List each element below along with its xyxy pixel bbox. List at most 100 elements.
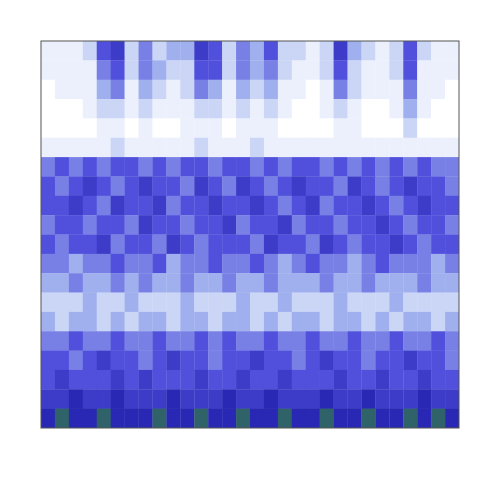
cell (306, 293, 320, 313)
cell (375, 254, 389, 274)
cell (306, 273, 320, 293)
cell (445, 235, 459, 255)
cell (334, 293, 348, 313)
cell (278, 196, 292, 216)
cell (97, 118, 111, 138)
cell (139, 157, 153, 177)
cell (417, 351, 431, 371)
cell (264, 80, 278, 100)
cell (348, 273, 362, 293)
cell (348, 41, 362, 61)
cell (194, 196, 208, 216)
cell (208, 157, 222, 177)
cell (292, 370, 306, 390)
cell (97, 254, 111, 274)
cell (180, 331, 194, 351)
cell (361, 157, 375, 177)
cell (389, 196, 403, 216)
cell (125, 235, 139, 255)
cell (83, 215, 97, 235)
cell (208, 389, 222, 409)
cell (139, 389, 153, 409)
cell (348, 215, 362, 235)
cell (55, 215, 69, 235)
cell (55, 138, 69, 158)
cell (292, 176, 306, 196)
cell (236, 293, 250, 313)
cell (55, 351, 69, 371)
cell (194, 80, 208, 100)
cell (375, 351, 389, 371)
cell (278, 331, 292, 351)
cell (125, 312, 139, 332)
cell (139, 273, 153, 293)
cell (334, 99, 348, 119)
cell (41, 80, 55, 100)
cell (292, 254, 306, 274)
cell (278, 157, 292, 177)
cell (389, 176, 403, 196)
cell (97, 351, 111, 371)
cell (194, 41, 208, 61)
cell (250, 215, 264, 235)
cell (55, 41, 69, 61)
cell (403, 254, 417, 274)
cell (208, 99, 222, 119)
cell (97, 273, 111, 293)
cell (55, 273, 69, 293)
cell (264, 41, 278, 61)
cell (403, 99, 417, 119)
cell (375, 60, 389, 80)
cell (334, 254, 348, 274)
cell (334, 41, 348, 61)
cell (180, 312, 194, 332)
cell (208, 331, 222, 351)
cell (166, 273, 180, 293)
cell (375, 157, 389, 177)
cell (361, 215, 375, 235)
cell (361, 196, 375, 216)
cell (348, 235, 362, 255)
cell (55, 389, 69, 409)
cell (334, 215, 348, 235)
cell (83, 118, 97, 138)
cell (83, 254, 97, 274)
cell (83, 157, 97, 177)
cell (236, 370, 250, 390)
cell (264, 235, 278, 255)
cell (320, 235, 334, 255)
cell (111, 176, 125, 196)
cell (41, 176, 55, 196)
cell (320, 41, 334, 61)
cell (194, 176, 208, 196)
cell (194, 312, 208, 332)
cell (375, 138, 389, 158)
cell (389, 331, 403, 351)
cell (236, 254, 250, 274)
cell (250, 254, 264, 274)
cell (264, 331, 278, 351)
cell (431, 41, 445, 61)
cell (278, 235, 292, 255)
cell (208, 293, 222, 313)
cell (431, 80, 445, 100)
cell (445, 176, 459, 196)
cell (292, 273, 306, 293)
cell (375, 215, 389, 235)
cell (264, 60, 278, 80)
cell (111, 409, 125, 428)
cell (139, 41, 153, 61)
cell (236, 99, 250, 119)
cell (292, 215, 306, 235)
cell (361, 80, 375, 100)
cell (250, 138, 264, 158)
cell (166, 235, 180, 255)
cell (236, 118, 250, 138)
cell (431, 293, 445, 313)
cell (236, 273, 250, 293)
cell (139, 215, 153, 235)
cell (236, 331, 250, 351)
cell (306, 80, 320, 100)
cell (445, 351, 459, 371)
cell (306, 176, 320, 196)
